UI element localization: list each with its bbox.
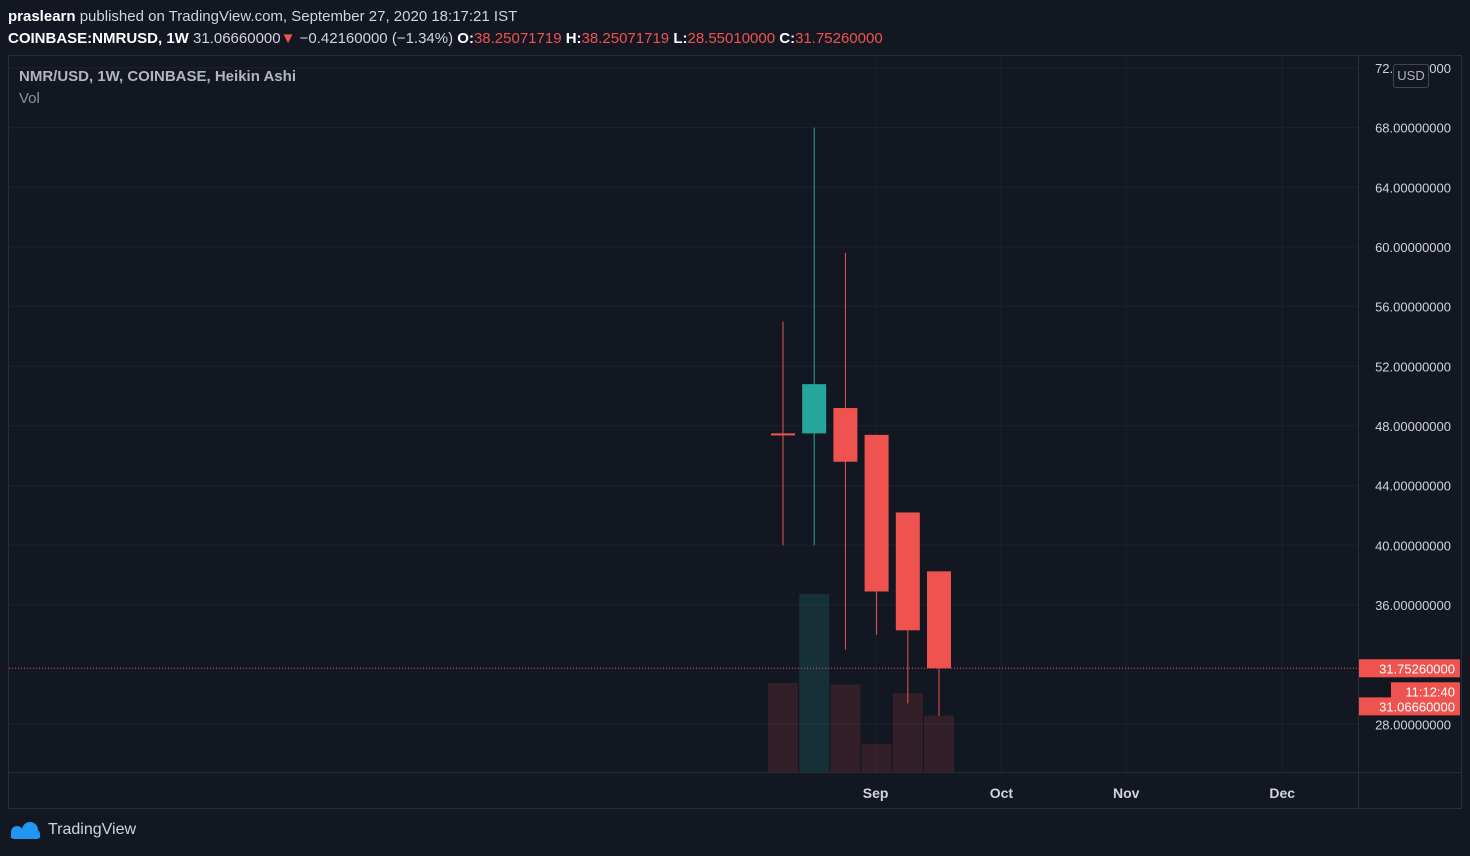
candle-body bbox=[864, 434, 889, 592]
y-tick-label: 60.00000000 bbox=[1375, 240, 1451, 255]
publish-info: published on TradingView.com, September … bbox=[79, 8, 518, 25]
x-tick-label: Dec bbox=[1269, 785, 1295, 801]
y-tick-label: 56.00000000 bbox=[1375, 300, 1451, 315]
y-tick-label: 40.00000000 bbox=[1375, 538, 1451, 553]
x-tick-label: Nov bbox=[1113, 785, 1140, 801]
y-tick-label: 68.00000000 bbox=[1375, 121, 1451, 136]
price-change: −0.42160000 (−1.34%) bbox=[299, 30, 454, 47]
brand-name: TradingView bbox=[48, 821, 137, 838]
current-price-tag-bg bbox=[1359, 697, 1460, 716]
volume-bar bbox=[830, 684, 861, 772]
candle-body bbox=[802, 384, 827, 434]
publish-header: praslearn published on TradingView.com, … bbox=[8, 6, 883, 50]
candle-body bbox=[895, 512, 920, 631]
y-tick-label: 48.00000000 bbox=[1375, 419, 1451, 434]
symbol-line: COINBASE:NMRUSD, 1W 31.06660000▼ −0.4216… bbox=[8, 28, 883, 50]
countdown-tag-text: 11:12:40 bbox=[1405, 684, 1455, 699]
close-label: C: bbox=[779, 30, 796, 47]
last-price-tag-bg bbox=[1359, 659, 1460, 678]
close-value: 31.75260000 bbox=[795, 30, 883, 47]
low-label: L: bbox=[673, 30, 688, 47]
volume-bar bbox=[799, 594, 830, 772]
last-price-tag-text: 31.75260000 bbox=[1379, 661, 1455, 676]
y-tick-label: 28.00000000 bbox=[1375, 717, 1451, 732]
volume-bar bbox=[768, 683, 798, 772]
chart-legend: NMR/USD, 1W, COINBASE, Heikin Ashi Vol bbox=[19, 66, 296, 110]
last-price: 31.06660000 bbox=[193, 30, 281, 47]
y-tick-label: 36.00000000 bbox=[1375, 598, 1451, 613]
footer-brand[interactable]: TradingView bbox=[8, 820, 136, 840]
series-title[interactable]: NMR/USD, 1W, COINBASE, Heikin Ashi bbox=[19, 68, 296, 85]
volume-bar bbox=[892, 693, 923, 772]
countdown-tag: 11:12:40 bbox=[1391, 682, 1460, 701]
volume-bar bbox=[924, 715, 954, 772]
author-name[interactable]: praslearn bbox=[8, 8, 76, 25]
y-tick-label: 52.00000000 bbox=[1375, 359, 1451, 374]
down-arrow-icon: ▼ bbox=[280, 30, 296, 47]
chart-frame bbox=[8, 55, 1462, 809]
symbol-name: COINBASE:NMRUSD, 1W bbox=[8, 30, 189, 47]
candle-body bbox=[771, 433, 795, 436]
high-value: 38.25071719 bbox=[581, 30, 670, 47]
publish-line: praslearn published on TradingView.com, … bbox=[8, 6, 883, 28]
open-value: 38.25071719 bbox=[473, 30, 562, 47]
volume-label[interactable]: Vol bbox=[19, 90, 40, 107]
current-price-tag: 31.06660000 bbox=[1359, 697, 1460, 716]
current-price-tag-text: 31.06660000 bbox=[1379, 699, 1455, 714]
countdown-tag-bg bbox=[1391, 682, 1460, 701]
low-value: 28.55010000 bbox=[687, 30, 776, 47]
high-label: H: bbox=[565, 30, 582, 47]
y-tick-label: 64.00000000 bbox=[1375, 180, 1451, 195]
x-tick-label: Oct bbox=[990, 785, 1014, 801]
x-tick-label: Sep bbox=[863, 785, 889, 801]
currency-badge[interactable]: USD bbox=[1393, 64, 1429, 88]
candle-body bbox=[833, 408, 858, 462]
y-tick-label: 44.00000000 bbox=[1375, 479, 1451, 494]
volume-bar bbox=[861, 743, 892, 772]
candle-body bbox=[927, 571, 951, 669]
last-price-tag: 31.75260000 bbox=[1359, 659, 1460, 678]
open-label: O: bbox=[457, 30, 474, 47]
tradingview-logo-icon bbox=[10, 822, 40, 839]
